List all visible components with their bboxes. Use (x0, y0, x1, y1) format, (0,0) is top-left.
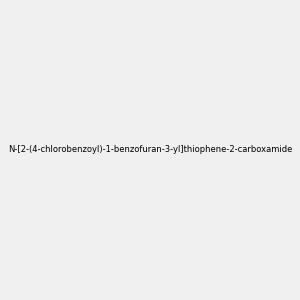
Text: N-[2-(4-chlorobenzoyl)-1-benzofuran-3-yl]thiophene-2-carboxamide: N-[2-(4-chlorobenzoyl)-1-benzofuran-3-yl… (8, 146, 292, 154)
